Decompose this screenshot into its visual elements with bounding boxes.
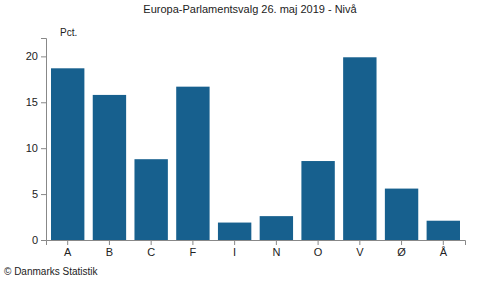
y-tick-mark	[41, 194, 46, 195]
y-tick-label: 20	[26, 50, 38, 62]
plot: 0 5 10 15 20 A B C F I N O V Ø Å Pct.	[26, 27, 466, 258]
x-tick-label: I	[233, 246, 236, 258]
y-tick: 10	[26, 142, 46, 154]
x-tick-label: Ø	[397, 246, 406, 258]
y-axis: 0 5 10 15 20	[26, 39, 47, 247]
bar	[93, 95, 126, 240]
y-tick-label: 15	[26, 96, 38, 108]
x-tick: I	[233, 240, 236, 258]
x-tick: F	[190, 240, 197, 258]
x-tick: O	[314, 240, 323, 258]
y-tick: 0	[32, 234, 46, 246]
x-tick-mark	[192, 240, 193, 245]
x-tick-mark	[151, 240, 152, 245]
x-tick-mark	[318, 240, 319, 245]
x-tick-mark	[109, 240, 110, 245]
x-tick-mark	[234, 240, 235, 245]
x-tick: Ø	[397, 240, 406, 258]
chart: Europa-Parlamentsvalg 26. maj 2019 - Niv…	[0, 0, 500, 282]
caption: © Danmarks Statistik	[4, 266, 99, 277]
x-tick: V	[356, 240, 364, 258]
x-tick-label: C	[147, 246, 155, 258]
bar	[176, 87, 209, 240]
y-tick-mark	[41, 240, 46, 241]
y-tick-label: 10	[26, 142, 38, 154]
x-tick-mark	[276, 240, 277, 245]
x-tick: B	[106, 240, 113, 258]
bar	[51, 68, 84, 240]
y-tick: 5	[32, 188, 46, 200]
y-tick: 15	[26, 96, 46, 108]
y-tick-label: 0	[32, 234, 38, 246]
bar	[343, 57, 376, 240]
x-tick-label: F	[190, 246, 197, 258]
y-label: Pct.	[60, 27, 77, 38]
x-tick: A	[64, 240, 72, 258]
x-tick-label: A	[64, 246, 72, 258]
y-tick-mark	[41, 102, 46, 103]
y-axis-line	[41, 39, 47, 241]
bar	[218, 223, 251, 240]
x-tick-label: O	[314, 246, 323, 258]
bars	[51, 57, 460, 240]
x-tick: N	[272, 240, 280, 258]
bar	[260, 216, 293, 240]
x-tick-mark	[443, 240, 444, 245]
y-tick-mark	[41, 56, 46, 57]
bar	[385, 189, 418, 240]
x-tick-label: N	[272, 246, 280, 258]
x-tick-mark	[359, 240, 360, 245]
bar	[427, 221, 460, 240]
x-tick-label: Å	[440, 246, 448, 258]
title: Europa-Parlamentsvalg 26. maj 2019 - Niv…	[143, 3, 357, 15]
x-axis-line	[47, 241, 466, 246]
x-tick-label: B	[106, 246, 113, 258]
x-axis: ABCFINOVØÅ	[47, 240, 466, 258]
x-tick-label: V	[356, 246, 364, 258]
x-tick: Å	[440, 240, 448, 258]
x-tick-mark	[67, 240, 68, 245]
bar	[134, 159, 167, 240]
y-tick: 20	[26, 50, 46, 62]
x-tick-mark	[401, 240, 402, 245]
bar	[301, 161, 334, 240]
y-tick-mark	[41, 148, 46, 149]
y-tick-label: 5	[32, 188, 38, 200]
x-tick: C	[147, 240, 155, 258]
